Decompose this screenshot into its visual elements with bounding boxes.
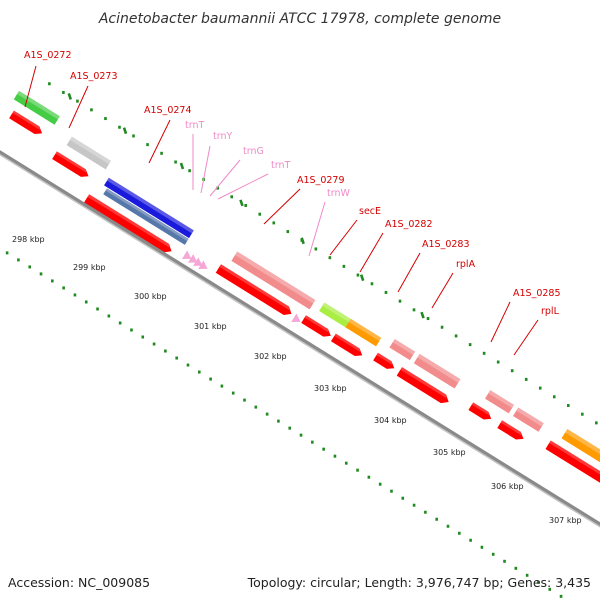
gene-block-a1s-0274 [104, 177, 194, 239]
orf-arrow [52, 151, 89, 177]
outer-major-tick [179, 162, 185, 170]
orf-arrow [396, 367, 449, 404]
leader-line [329, 219, 358, 256]
outer-major-tick [300, 237, 305, 245]
outer-major-tick [420, 311, 425, 319]
orf-arrow [330, 333, 363, 357]
gene-block-a1s-0285 [484, 390, 515, 414]
leader-line [263, 188, 301, 225]
leader-line [217, 173, 269, 200]
gene-block-a1s-0282 [389, 339, 416, 361]
orf-arrow [468, 402, 492, 420]
outer-major-tick [239, 199, 244, 207]
gene-label: A1S_0279 [297, 175, 345, 186]
leader-line [513, 319, 539, 356]
genome-backbone [0, 150, 600, 526]
gene-label: trnT [271, 160, 290, 171]
leader-line [397, 252, 421, 293]
trna-arrow [187, 254, 198, 263]
accession-text: Accession: NC_009085 [8, 575, 150, 590]
gene-block-sece [345, 318, 382, 347]
orf-arrow [83, 194, 172, 253]
gene-label: A1S_0272 [24, 50, 72, 61]
orf-arrow [545, 440, 600, 499]
gene-label: trnG [243, 146, 264, 157]
outer-major-tick [122, 127, 128, 135]
kbp-labels-layer: 298 kbp 299 kbp 300 kbp 301 kbp 302 kbp 303 k… [12, 235, 582, 525]
leader-line [490, 301, 511, 343]
leader-line [68, 85, 89, 129]
gene-block-trnw [319, 302, 354, 329]
gene-block-a1s-0274-b [103, 188, 189, 245]
gene-block-end [561, 429, 600, 494]
map-title: Acinetobacter baumannii ATCC 17978, comp… [98, 11, 501, 27]
kbp-label: 299 kbp [73, 263, 106, 272]
kbp-label: 304 kbp [374, 416, 407, 425]
kbp-label: 305 kbp [433, 448, 466, 457]
genome-summary-text: Topology: circular; Length: 3,976,747 bp… [247, 575, 591, 590]
trna-arrow [198, 260, 208, 269]
leader-line [308, 201, 326, 257]
gene-label: secE [359, 206, 381, 217]
orf-arrow [373, 352, 395, 369]
label-leader-lines-layer [24, 65, 539, 356]
leader-line [209, 159, 241, 197]
kbp-label: 300 kbp [134, 292, 167, 301]
orf-arrow [301, 315, 331, 337]
gene-label: A1S_0283 [422, 239, 470, 250]
outer-major-tick [359, 274, 365, 282]
trna-arrow [193, 257, 203, 266]
gene-label: A1S_0282 [385, 219, 433, 230]
kbp-label: 302 kbp [254, 352, 287, 361]
gene-block-a1s-0283 [413, 353, 461, 389]
kbp-label: 301 kbp [194, 322, 227, 331]
gene-label: trnT [185, 120, 204, 131]
orf-arrow [215, 264, 292, 315]
gene-block-rpll [513, 407, 544, 432]
leader-line [359, 232, 384, 273]
gene-features-layer [9, 90, 600, 499]
leader-line [24, 65, 37, 108]
gene-label: trnY [213, 131, 232, 142]
orf-arrow [9, 110, 43, 135]
gene-label: A1S_0274 [144, 105, 192, 116]
trna-arrow [181, 250, 192, 259]
orf-arrow [497, 420, 524, 440]
leader-line [200, 145, 211, 194]
backbone-shadow [0, 153, 600, 528]
gene-block-a1s-0273 [66, 136, 111, 170]
gene-label: A1S_0273 [70, 71, 118, 82]
gene-block-a1s-0279 [231, 251, 316, 310]
leader-line [148, 119, 171, 164]
gene-labels-layer: A1S_0272 A1S_0273 A1S_0274 trnT trnY trnG trnT… [24, 50, 561, 317]
backbone-layer [0, 150, 600, 528]
kbp-label: 307 kbp [549, 516, 582, 525]
gene-label: rplL [541, 306, 560, 317]
leader-line [431, 272, 454, 309]
kbp-label: 298 kbp [12, 235, 45, 244]
trna-arrow [291, 313, 301, 322]
kbp-label: 306 kbp [491, 482, 524, 491]
gene-label: A1S_0285 [513, 288, 561, 299]
gene-label: rplA [456, 259, 476, 270]
kbp-label: 303 kbp [314, 384, 347, 393]
outer-major-tick [67, 92, 73, 100]
gene-label: trnW [327, 188, 350, 199]
